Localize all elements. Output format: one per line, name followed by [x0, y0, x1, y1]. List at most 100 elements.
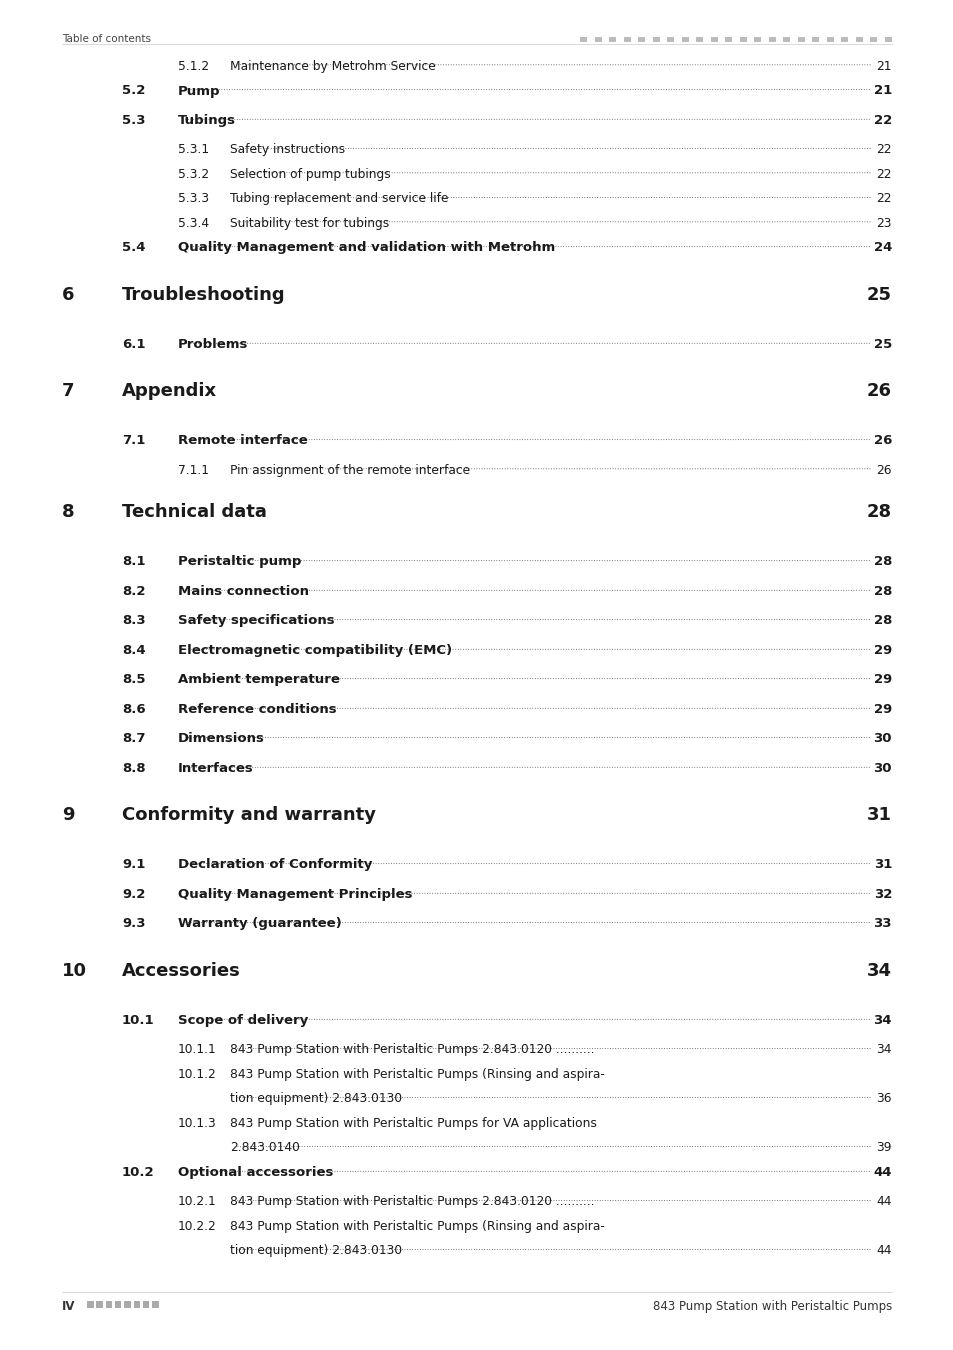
Text: Conformity and warranty: Conformity and warranty — [122, 806, 375, 825]
Bar — [87, 1301, 93, 1308]
Text: 9: 9 — [62, 806, 74, 825]
Text: 843 Pump Station with Peristaltic Pumps: 843 Pump Station with Peristaltic Pumps — [652, 1300, 891, 1314]
Text: 22: 22 — [876, 193, 891, 205]
Text: Scope of delivery: Scope of delivery — [178, 1014, 308, 1027]
Text: 7.1: 7.1 — [122, 435, 145, 447]
Text: 7.1.1: 7.1.1 — [178, 464, 209, 477]
Bar — [680, 36, 688, 42]
Text: 29: 29 — [873, 674, 891, 687]
Text: Table of contents: Table of contents — [62, 34, 151, 45]
Bar — [883, 36, 891, 42]
Text: 5.3.1: 5.3.1 — [178, 143, 209, 157]
Text: Tubing replacement and service life: Tubing replacement and service life — [230, 193, 448, 205]
Bar — [666, 36, 674, 42]
Text: IV: IV — [62, 1300, 75, 1314]
Bar — [638, 36, 644, 42]
Bar — [143, 1301, 149, 1308]
Text: 843 Pump Station with Peristaltic Pumps for VA applications: 843 Pump Station with Peristaltic Pumps … — [230, 1116, 597, 1130]
Text: Peristaltic pump: Peristaltic pump — [178, 555, 301, 568]
Text: Remote interface: Remote interface — [178, 435, 308, 447]
Bar — [579, 36, 587, 42]
Text: 21: 21 — [873, 85, 891, 97]
Text: Safety instructions: Safety instructions — [230, 143, 345, 157]
Bar — [696, 36, 702, 42]
Text: 9.2: 9.2 — [122, 888, 145, 900]
Text: 22: 22 — [873, 113, 891, 127]
Text: Mains connection: Mains connection — [178, 585, 309, 598]
Text: tion equipment) 2.843.0130: tion equipment) 2.843.0130 — [230, 1092, 402, 1106]
Bar — [724, 36, 732, 42]
Text: 22: 22 — [876, 167, 891, 181]
Text: 8.8: 8.8 — [122, 761, 146, 775]
Text: 8: 8 — [62, 504, 74, 521]
Text: 25: 25 — [873, 338, 891, 351]
Text: 10.1.2: 10.1.2 — [178, 1068, 216, 1081]
Bar — [768, 36, 775, 42]
Bar — [623, 36, 630, 42]
Bar — [855, 36, 862, 42]
Text: 2.843.0140: 2.843.0140 — [230, 1142, 299, 1154]
Text: 30: 30 — [873, 761, 891, 775]
Text: 5.3.3: 5.3.3 — [178, 193, 209, 205]
Text: 33: 33 — [873, 918, 891, 930]
Text: 10.2.2: 10.2.2 — [178, 1220, 216, 1233]
Text: 8.1: 8.1 — [122, 555, 146, 568]
Text: 8.6: 8.6 — [122, 703, 146, 716]
Text: 23: 23 — [876, 217, 891, 230]
Text: 26: 26 — [873, 435, 891, 447]
Text: 10.1: 10.1 — [122, 1014, 154, 1027]
Text: 10.2: 10.2 — [122, 1166, 154, 1179]
Text: 9.1: 9.1 — [122, 859, 145, 872]
Text: 44: 44 — [873, 1166, 891, 1179]
Text: 44: 44 — [876, 1196, 891, 1208]
Text: 28: 28 — [866, 504, 891, 521]
Text: 24: 24 — [873, 242, 891, 255]
Text: 31: 31 — [873, 859, 891, 872]
Text: Suitability test for tubings: Suitability test for tubings — [230, 217, 389, 230]
Text: 5.3.2: 5.3.2 — [178, 167, 209, 181]
Text: 843 Pump Station with Peristaltic Pumps 2.843.0120 ..........: 843 Pump Station with Peristaltic Pumps … — [230, 1044, 594, 1057]
Text: Safety specifications: Safety specifications — [178, 614, 335, 628]
Text: 843 Pump Station with Peristaltic Pumps 2.843.0120 ..........: 843 Pump Station with Peristaltic Pumps … — [230, 1196, 594, 1208]
Text: Electromagnetic compatibility (EMC): Electromagnetic compatibility (EMC) — [178, 644, 452, 657]
Text: 21: 21 — [876, 59, 891, 73]
Text: 31: 31 — [866, 806, 891, 825]
Text: 10.2.1: 10.2.1 — [178, 1196, 216, 1208]
Text: 39: 39 — [876, 1142, 891, 1154]
Bar — [782, 36, 790, 42]
Bar — [826, 36, 833, 42]
Text: Optional accessories: Optional accessories — [178, 1166, 333, 1179]
Text: 10.1.1: 10.1.1 — [178, 1044, 216, 1057]
Text: 5.4: 5.4 — [122, 242, 146, 255]
Text: 26: 26 — [876, 464, 891, 477]
Text: Accessories: Accessories — [122, 963, 240, 980]
Text: Appendix: Appendix — [122, 382, 217, 401]
Text: 44: 44 — [876, 1245, 891, 1257]
Text: 8.2: 8.2 — [122, 585, 146, 598]
Bar — [114, 1301, 121, 1308]
Text: 30: 30 — [873, 733, 891, 745]
Text: 25: 25 — [866, 286, 891, 304]
Bar — [594, 36, 601, 42]
Bar — [133, 1301, 140, 1308]
Text: Selection of pump tubings: Selection of pump tubings — [230, 167, 391, 181]
Text: Dimensions: Dimensions — [178, 733, 265, 745]
Text: 32: 32 — [873, 888, 891, 900]
Bar — [797, 36, 804, 42]
Text: Interfaces: Interfaces — [178, 761, 253, 775]
Text: 28: 28 — [873, 614, 891, 628]
Text: 28: 28 — [873, 585, 891, 598]
Text: 10.1.3: 10.1.3 — [178, 1116, 216, 1130]
Text: 5.2: 5.2 — [122, 85, 145, 97]
Text: Warranty (guarantee): Warranty (guarantee) — [178, 918, 341, 930]
Text: Ambient temperature: Ambient temperature — [178, 674, 339, 687]
Bar — [96, 1301, 103, 1308]
Text: tion equipment) 2.843.0130: tion equipment) 2.843.0130 — [230, 1245, 402, 1257]
Text: 6.1: 6.1 — [122, 338, 146, 351]
Text: 6: 6 — [62, 286, 74, 304]
Text: Maintenance by Metrohm Service: Maintenance by Metrohm Service — [230, 59, 436, 73]
Text: 9.3: 9.3 — [122, 918, 146, 930]
Bar — [841, 36, 847, 42]
Text: Pin assignment of the remote interface: Pin assignment of the remote interface — [230, 464, 470, 477]
Text: Reference conditions: Reference conditions — [178, 703, 336, 716]
